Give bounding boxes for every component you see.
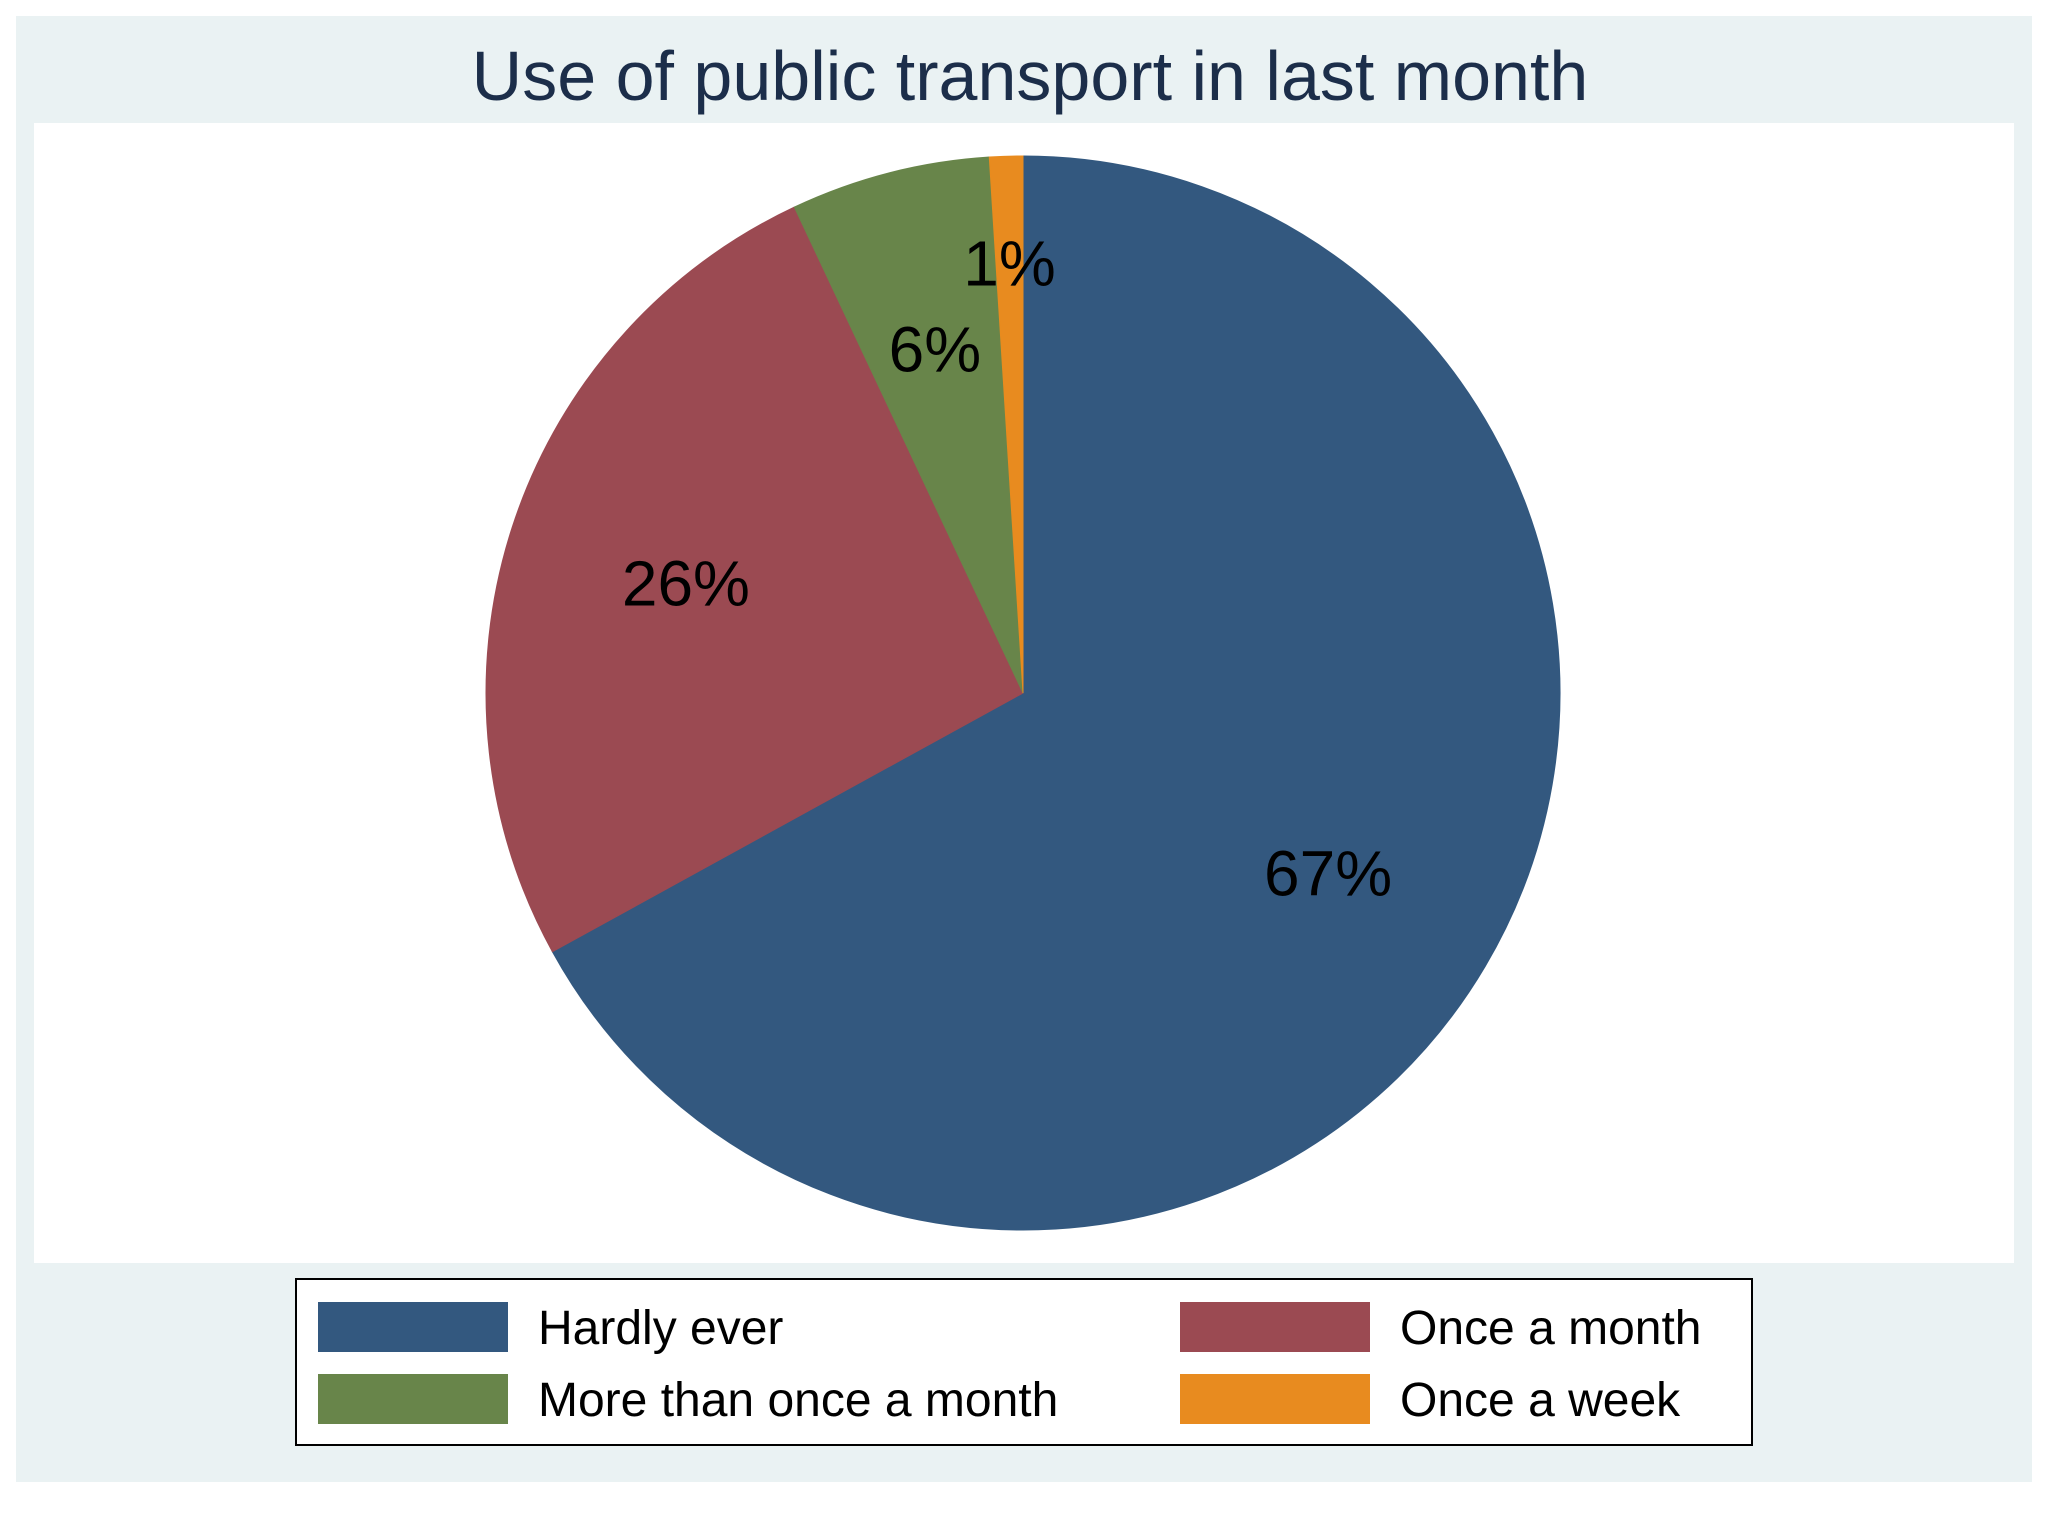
- legend-swatch-hardly-ever: [318, 1302, 508, 1352]
- slice-label-more-than-once-a-month: 6%: [889, 314, 982, 386]
- pie-slice-once-a-week: [988, 155, 1024, 694]
- legend: Hardly ever Once a month More than once a …: [295, 1278, 1753, 1446]
- legend-box: [295, 1278, 1753, 1446]
- legend-label-more-than-once-a-month: More than once a month: [538, 1374, 1058, 1427]
- slice-label-once-a-month: 26%: [622, 548, 750, 620]
- slice-label-hardly-ever: 67%: [1264, 837, 1392, 909]
- legend-swatch-once-a-week: [1180, 1374, 1370, 1424]
- legend-label-once-a-month: Once a month: [1400, 1302, 1702, 1355]
- legend-swatch-more-than-once-a-month: [318, 1374, 508, 1424]
- pie-slice-once-a-month: [485, 206, 1024, 953]
- pie-slice-more-than-once-a-month: [793, 156, 1024, 694]
- legend-label-hardly-ever: Hardly ever: [538, 1302, 783, 1355]
- pie-slices: [485, 155, 1561, 1231]
- legend-label-once-a-week: Once a week: [1400, 1374, 1681, 1427]
- legend-swatch-once-a-month: [1180, 1302, 1370, 1352]
- slice-label-once-a-week: 1%: [963, 228, 1056, 300]
- pie-slice-hardly-ever: [551, 155, 1561, 1231]
- chart-title: Use of public transport in last month: [472, 37, 1589, 115]
- pie-slice-labels: 67% 26% 6% 1%: [622, 228, 1392, 910]
